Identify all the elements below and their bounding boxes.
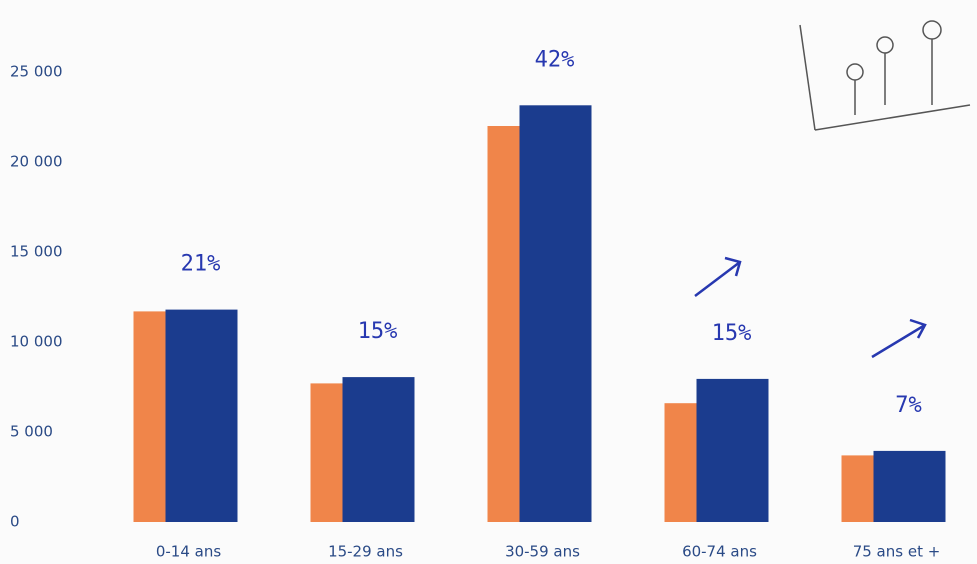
annotation: 42% [535,47,575,72]
x-tick-label: 0-14 ans [156,543,222,561]
bar [696,378,769,522]
bar [519,105,592,523]
arrows [694,256,927,359]
illustration [799,20,971,131]
annotation: 7% [895,393,922,418]
bar [487,126,520,522]
y-tick-label: 10 000 [10,333,63,351]
y-tick-label: 15 000 [10,243,63,261]
y-tick-label: 25 000 [10,63,63,81]
x-tick-label: 15-29 ans [328,543,403,561]
bar [310,383,343,522]
bar [841,455,874,522]
x-tick-label: 30-59 ans [505,543,580,561]
x-tick-label: 75 ans et + [853,543,941,561]
annotation: 15% [358,319,398,344]
annotation: 21% [181,252,221,277]
x-tick-label: 60-74 ans [682,543,757,561]
y-tick-label: 0 [10,513,20,531]
bar [342,377,415,522]
y-tick-label: 20 000 [10,153,63,171]
bar [165,309,238,522]
bar [133,311,166,522]
bar [664,403,697,522]
bar [873,450,946,522]
annotation: 15% [712,321,752,346]
y-tick-label: 5 000 [10,423,53,441]
